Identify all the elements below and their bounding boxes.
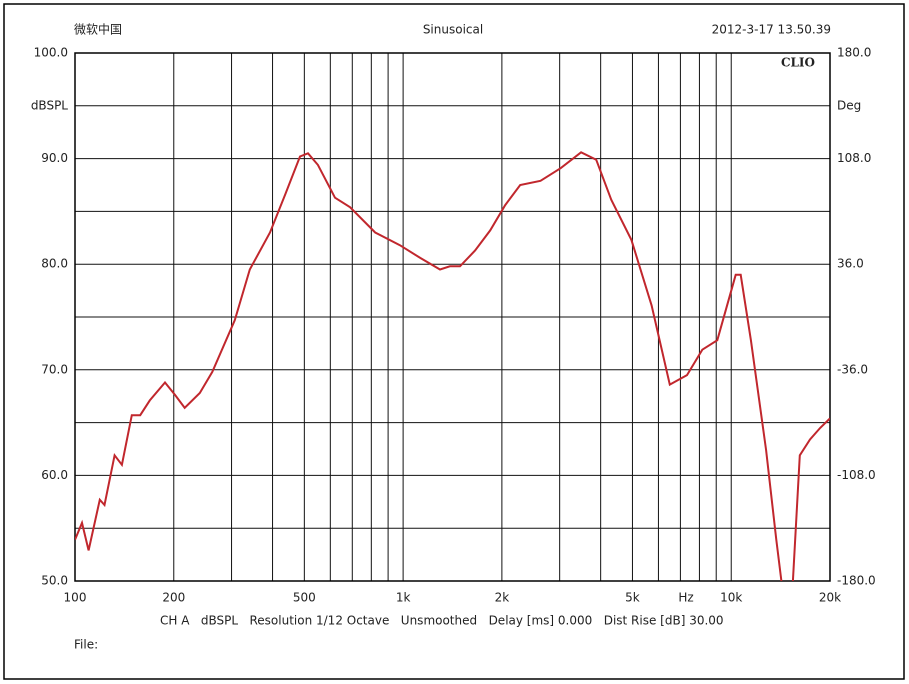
plot-border xyxy=(74,52,831,582)
x-tick-label: 200 xyxy=(162,591,185,605)
x-tick-label: 100 xyxy=(64,591,87,605)
y2-tick-label: -36.0 xyxy=(837,362,868,376)
response-line xyxy=(75,151,830,581)
y-tick-label: 50.0 xyxy=(41,574,68,588)
x-tick-label: 1k xyxy=(396,591,411,605)
chart-title: Sinusoical xyxy=(423,23,483,37)
y2-tick-label: 180.0 xyxy=(837,46,871,60)
y-tick-label: 100.0 xyxy=(34,46,68,60)
y-tick-label: 80.0 xyxy=(41,257,68,271)
y2-axis-label: Deg xyxy=(837,99,861,113)
file-label: File: xyxy=(74,638,98,652)
x-tick-label: 2k xyxy=(495,591,510,605)
brand: CLIO xyxy=(781,56,815,70)
x-tick-label: 500 xyxy=(293,591,316,605)
x-tick-label: 10k xyxy=(720,591,742,605)
footer: CH A dBSPL Resolution 1/12 Octave Unsmoo… xyxy=(160,614,724,628)
y2-tick-label: 36.0 xyxy=(837,257,864,271)
y2-tick-label: -108.0 xyxy=(837,468,876,482)
frame xyxy=(3,3,905,680)
y-tick-label: 70.0 xyxy=(41,362,68,376)
x-tick-label: 20k xyxy=(819,591,841,605)
y-tick-label: 90.0 xyxy=(41,151,68,165)
y2-tick-label: -180.0 xyxy=(837,574,876,588)
y-axis-label: dBSPL xyxy=(31,99,68,113)
x-tick-label: 5k xyxy=(625,591,640,605)
y-tick-label: 60.0 xyxy=(41,468,68,482)
timestamp: 2012-3-17 13.50.39 xyxy=(712,23,831,37)
y2-tick-label: 108.0 xyxy=(837,151,871,165)
x-unit: Hz xyxy=(678,591,693,605)
header-left: 微软中国 xyxy=(74,22,122,37)
